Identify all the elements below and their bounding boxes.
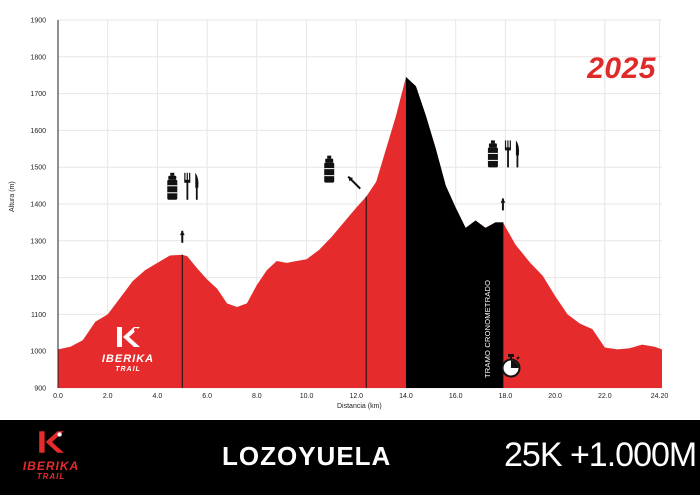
logo-mark-icon [39,431,64,453]
logo-sub: TRAIL [115,366,141,373]
y-tick-label: 1900 [30,18,46,25]
y-axis-label: Altura (m) [9,181,16,212]
year-label: 2025 [587,52,656,85]
y-tick-label: 1400 [30,202,46,209]
x-tick-label: 6.0 [202,393,212,400]
x-tick-label: 14.0 [399,393,413,400]
arrow-icon [179,230,185,243]
y-tick-label: 1300 [30,238,46,245]
y-tick-label: 1800 [30,54,46,61]
bottle-icon [324,155,335,183]
x-tick-label: 16.0 [449,393,463,400]
elevation-area [58,77,662,388]
logo-chart: IBERIKA TRAIL [97,325,159,377]
arrow-icon [500,198,506,211]
x-tick-label: 4.0 [153,393,163,400]
bottle-icon [167,172,178,200]
footer-bar: IBERIKA TRAIL [0,420,700,495]
y-tick-label: 1500 [30,165,46,172]
timed-section-label: TRAMO CRONOMETRADO [483,279,492,378]
y-tick-label: 1200 [30,275,46,282]
logo-name: IBERIKA [101,353,155,365]
x-tick-label: 24.20 [651,393,669,400]
logo-sub: TRAIL [36,472,66,481]
timed-section-area [405,77,503,388]
chart-svg: 900 1000 1100 1200 1300 1400 1500 1600 1700 1800 1… [30,18,669,401]
x-tick-label: 20.0 [548,393,562,400]
x-tick-label: 8.0 [252,393,262,400]
x-tick-label: 10.0 [300,393,314,400]
location-title: LOZOYUELA [222,441,392,471]
arrow-icon [347,175,361,190]
stopwatch-icon [501,354,521,378]
x-axis-label: Distancia (km) [337,403,382,410]
logo-footer: IBERIKA TRAIL [16,429,86,487]
logo-name: IBERIKA [22,459,80,473]
y-tick-label: 900 [34,386,46,393]
bottle-icon [487,140,498,168]
y-tick-label: 1000 [30,349,46,356]
cutlery-icon [184,172,199,200]
x-tick-label: 12.0 [349,393,363,400]
y-tick-label: 1700 [30,91,46,98]
distance-elevation: 25K +1.000M [504,436,697,474]
x-tick-label: 0.0 [53,393,63,400]
x-tick-label: 2.0 [103,393,113,400]
elevation-chart: 900 1000 1100 1200 1300 1400 1500 1600 1700 1800 1… [9,18,669,411]
y-tick-label: 1600 [30,128,46,135]
x-tick-label: 22.0 [598,393,612,400]
cutlery-icon [504,140,520,168]
logo-mark-icon [117,327,140,347]
x-tick-label: 18.0 [499,393,513,400]
y-tick-label: 1100 [31,312,46,319]
